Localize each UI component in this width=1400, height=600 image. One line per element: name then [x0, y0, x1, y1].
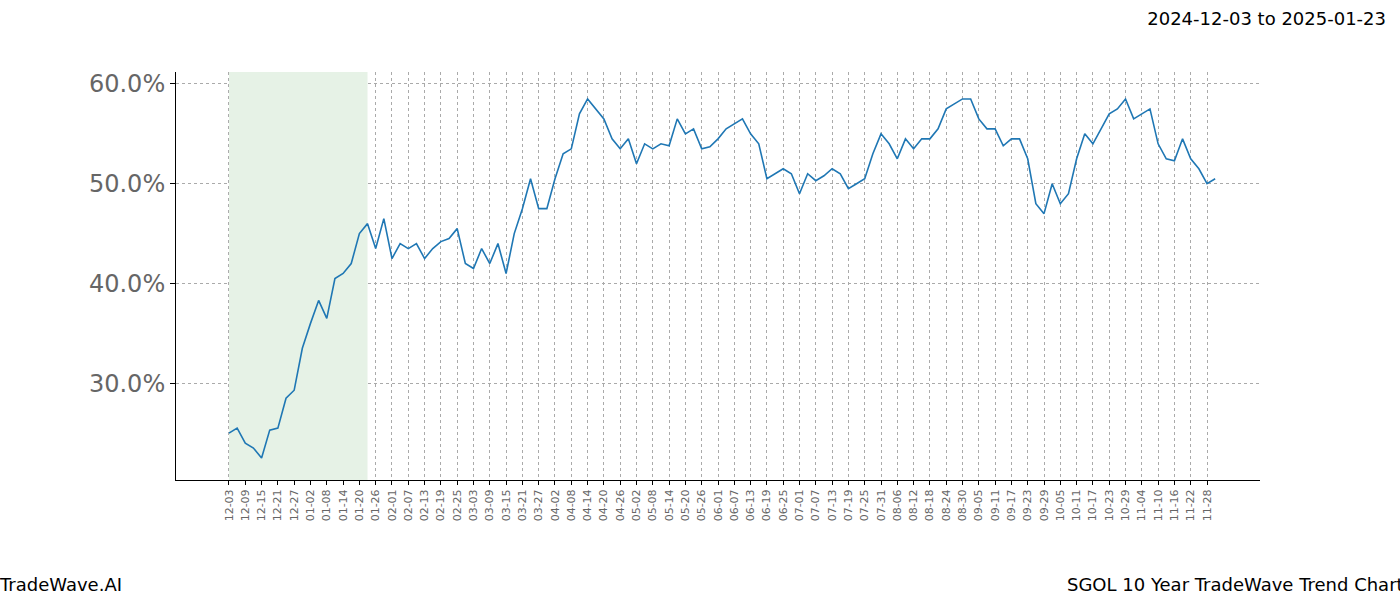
svg-text:09-29: 09-29 [1038, 489, 1051, 521]
svg-text:01-02: 01-02 [304, 489, 317, 521]
svg-text:08-06: 08-06 [891, 489, 904, 521]
svg-text:08-30: 08-30 [956, 489, 969, 521]
svg-text:07-07: 07-07 [809, 489, 822, 521]
svg-text:01-20: 01-20 [353, 489, 366, 521]
svg-text:30.0%: 30.0% [89, 370, 165, 398]
svg-text:06-25: 06-25 [777, 489, 790, 521]
svg-text:50.0%: 50.0% [89, 170, 165, 198]
svg-text:06-19: 06-19 [760, 489, 773, 521]
svg-text:11-16: 11-16 [1168, 489, 1181, 521]
svg-text:05-02: 05-02 [630, 489, 643, 521]
svg-text:09-11: 09-11 [989, 489, 1002, 521]
svg-text:09-05: 09-05 [972, 489, 985, 521]
svg-text:02-01: 02-01 [386, 489, 399, 521]
svg-text:05-26: 05-26 [695, 489, 708, 521]
svg-text:05-08: 05-08 [646, 489, 659, 521]
svg-text:09-23: 09-23 [1021, 489, 1034, 521]
svg-text:01-14: 01-14 [337, 489, 350, 521]
svg-text:08-12: 08-12 [907, 489, 920, 521]
svg-text:07-01: 07-01 [793, 489, 806, 521]
svg-text:12-15: 12-15 [255, 489, 268, 521]
svg-text:03-27: 03-27 [532, 489, 545, 521]
svg-text:11-10: 11-10 [1152, 489, 1165, 521]
svg-text:08-18: 08-18 [923, 489, 936, 521]
svg-text:02-07: 02-07 [402, 489, 415, 521]
svg-text:10-11: 10-11 [1070, 489, 1083, 521]
svg-text:07-25: 07-25 [858, 489, 871, 521]
svg-text:05-20: 05-20 [679, 489, 692, 521]
svg-text:2024-12-03 to 2025-01-23: 2024-12-03 to 2025-01-23 [1147, 8, 1386, 29]
svg-text:08-24: 08-24 [940, 489, 953, 521]
svg-text:12-21: 12-21 [271, 489, 284, 521]
svg-text:06-01: 06-01 [712, 489, 725, 521]
svg-text:03-15: 03-15 [500, 489, 513, 521]
svg-text:11-04: 11-04 [1135, 489, 1148, 521]
svg-text:10-29: 10-29 [1119, 489, 1132, 521]
svg-text:04-08: 04-08 [565, 489, 578, 521]
svg-text:07-13: 07-13 [826, 489, 839, 521]
svg-text:02-25: 02-25 [451, 489, 464, 521]
svg-text:04-20: 04-20 [597, 489, 610, 521]
svg-text:10-17: 10-17 [1086, 489, 1099, 521]
svg-text:07-19: 07-19 [842, 489, 855, 521]
svg-text:10-23: 10-23 [1103, 489, 1116, 521]
svg-text:60.0%: 60.0% [89, 70, 165, 98]
svg-text:07-31: 07-31 [875, 489, 888, 521]
svg-text:11-28: 11-28 [1201, 489, 1214, 521]
svg-text:TradeWave.AI: TradeWave.AI [0, 574, 122, 595]
svg-text:12-09: 12-09 [239, 489, 252, 521]
svg-text:12-27: 12-27 [288, 489, 301, 521]
svg-text:11-22: 11-22 [1184, 489, 1197, 521]
svg-text:04-26: 04-26 [614, 489, 627, 521]
svg-text:02-19: 02-19 [434, 489, 447, 521]
svg-text:03-21: 03-21 [516, 489, 529, 521]
svg-text:04-14: 04-14 [581, 489, 594, 521]
svg-text:03-09: 03-09 [483, 489, 496, 521]
svg-text:01-08: 01-08 [320, 489, 333, 521]
svg-text:04-02: 04-02 [549, 489, 562, 521]
svg-text:03-03: 03-03 [467, 489, 480, 521]
svg-text:40.0%: 40.0% [89, 270, 165, 298]
svg-text:05-14: 05-14 [663, 489, 676, 521]
svg-text:02-13: 02-13 [418, 489, 431, 521]
svg-text:12-03: 12-03 [223, 489, 236, 521]
svg-text:06-13: 06-13 [744, 489, 757, 521]
svg-text:01-26: 01-26 [369, 489, 382, 521]
svg-text:10-05: 10-05 [1054, 489, 1067, 521]
svg-text:SGOL 10 Year TradeWave Trend C: SGOL 10 Year TradeWave Trend Chart [1067, 574, 1400, 595]
svg-text:06-07: 06-07 [728, 489, 741, 521]
svg-text:09-17: 09-17 [1005, 489, 1018, 521]
